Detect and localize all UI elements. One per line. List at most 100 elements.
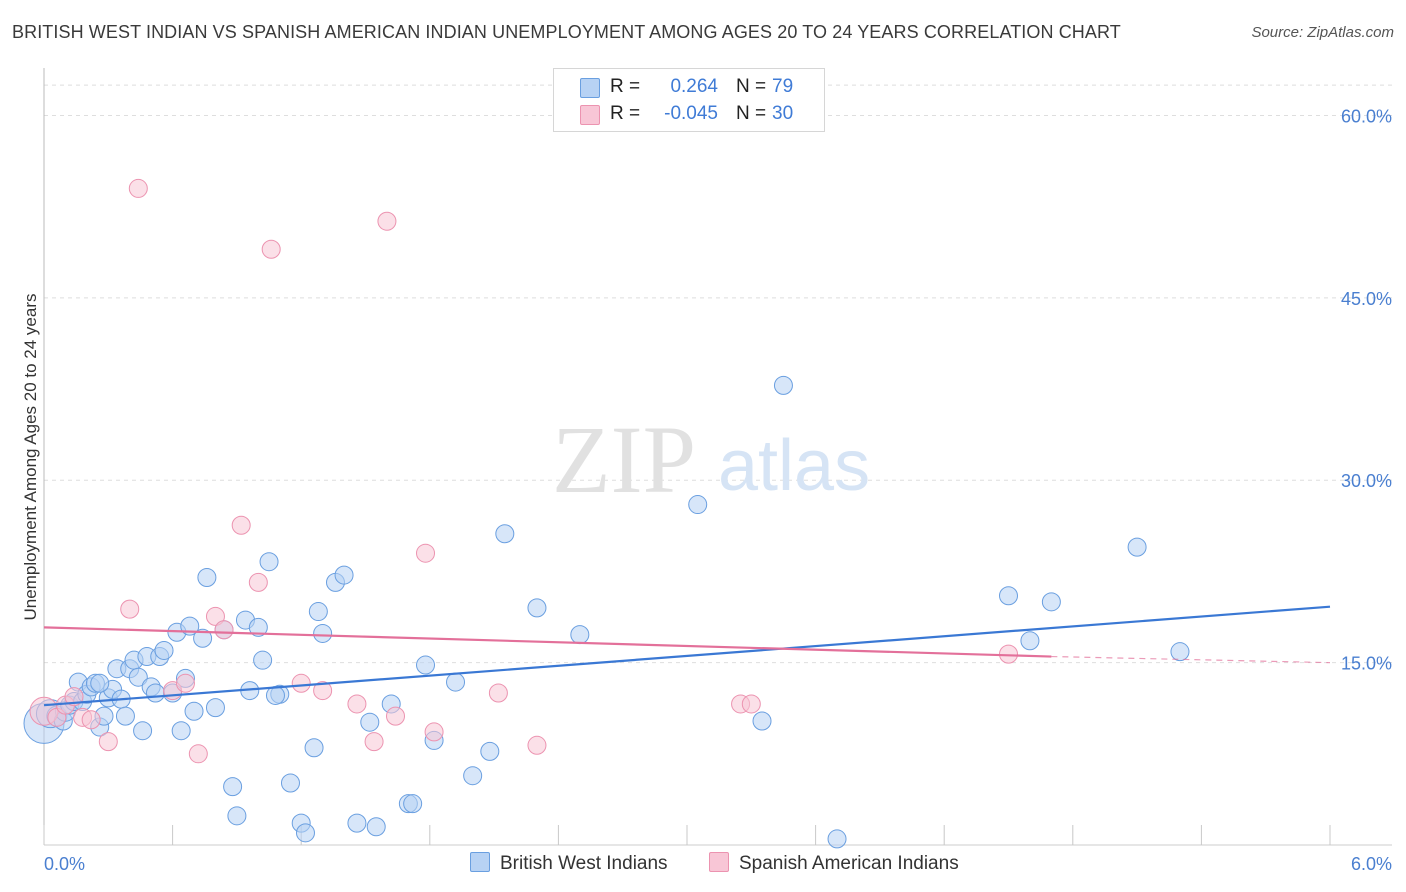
data-point: [377, 211, 397, 231]
data-point: [446, 672, 466, 692]
data-point: [295, 823, 315, 843]
data-point: [128, 178, 148, 198]
data-point: [527, 735, 547, 755]
data-point: [154, 640, 174, 660]
data-point: [64, 687, 84, 707]
data-point: [570, 625, 590, 645]
legend-swatch-pink: [709, 852, 729, 872]
legend-r-label: R =: [610, 103, 641, 124]
y-tick-label-0: 15.0%: [1341, 654, 1392, 674]
x-axis-ticks: [43, 825, 1331, 845]
data-point: [1020, 631, 1040, 651]
data-point: [741, 694, 761, 714]
legend-n-value: 30: [772, 103, 794, 124]
legend-n-label: N =: [736, 103, 767, 124]
data-point: [259, 552, 279, 572]
data-point: [827, 829, 847, 849]
data-point: [175, 673, 195, 693]
data-point: [253, 650, 273, 670]
data-point: [205, 606, 225, 626]
y-axis-label: Unemployment Among Ages 20 to 24 years: [21, 294, 40, 621]
y-tick-label-2: 45.0%: [1341, 289, 1392, 309]
data-point: [133, 721, 153, 741]
data-point: [773, 375, 793, 395]
data-point: [231, 515, 251, 535]
data-point: [223, 777, 243, 797]
x-tick-label-0: 0.0%: [44, 854, 85, 874]
series-legend: British West Indians Spanish American In…: [0, 850, 1406, 880]
legend-label: British West Indians: [500, 853, 668, 874]
data-point: [304, 738, 324, 758]
legend-label: Spanish American Indians: [739, 853, 959, 874]
data-point: [313, 681, 333, 701]
legend-item-spanish-american-indians[interactable]: Spanish American Indians: [709, 852, 959, 875]
data-point: [115, 706, 135, 726]
data-point: [265, 685, 285, 705]
watermark-atlas: atlas: [718, 426, 870, 506]
data-point: [334, 565, 354, 585]
legend-r-label: R =: [610, 76, 641, 97]
series-spanish-american-indians: [29, 178, 1018, 764]
data-point: [1041, 592, 1061, 612]
data-point: [280, 773, 300, 793]
watermark-zip: ZIP: [552, 406, 696, 513]
legend-item-british-west-indians[interactable]: British West Indians: [470, 852, 668, 875]
data-point: [188, 744, 208, 764]
legend-r-value: 0.264: [670, 76, 718, 97]
data-point: [193, 628, 213, 648]
data-point: [184, 701, 204, 721]
trend-line-pink: [43, 626, 1052, 658]
gridlines: [44, 84, 1392, 664]
data-point: [90, 673, 110, 693]
y-tick-label-3: 60.0%: [1341, 106, 1392, 126]
data-point: [424, 722, 444, 742]
data-point: [1127, 537, 1147, 557]
chart-source: Source: ZipAtlas.com: [1251, 24, 1394, 41]
legend-n-label: N =: [736, 76, 767, 97]
y-tick-label-1: 30.0%: [1341, 471, 1392, 491]
data-point: [688, 495, 708, 515]
data-point: [347, 813, 367, 833]
data-point: [403, 794, 423, 814]
legend-swatch-blue: [580, 78, 600, 98]
legend-r-value: -0.045: [664, 103, 718, 124]
legend-swatch-blue: [470, 852, 490, 872]
data-point: [463, 766, 483, 786]
data-point: [308, 602, 328, 622]
data-point: [98, 732, 118, 752]
data-point: [120, 599, 140, 619]
data-point: [227, 806, 247, 826]
data-point: [205, 698, 225, 718]
data-point: [488, 683, 508, 703]
data-point: [752, 711, 772, 731]
data-point: [145, 683, 165, 703]
legend-n-value: 79: [772, 76, 794, 97]
data-point: [416, 655, 436, 675]
data-point: [1170, 642, 1190, 662]
data-point: [261, 239, 281, 259]
data-point: [366, 817, 386, 837]
trend-line-pink-extension: [1051, 655, 1331, 664]
trend-lines: [43, 605, 1331, 707]
data-point: [495, 524, 515, 544]
data-point: [360, 712, 380, 732]
data-point: [527, 598, 547, 618]
correlation-legend: R = 0.264 N = 79 R = -0.045 N = 30: [553, 68, 825, 132]
data-point: [81, 710, 101, 730]
legend-row-pink: R = -0.045 N = 30: [554, 101, 824, 127]
data-point: [386, 706, 406, 726]
data-point: [364, 732, 384, 752]
data-point: [197, 568, 217, 588]
y-axis-ticks: 15.0% 30.0% 45.0% 60.0%: [1341, 106, 1392, 673]
data-point: [291, 673, 311, 693]
data-point: [313, 623, 333, 643]
trend-line-blue: [43, 605, 1331, 707]
data-point: [347, 694, 367, 714]
data-point: [416, 543, 436, 563]
x-tick-label-6: 6.0%: [1351, 854, 1392, 874]
data-point: [480, 741, 500, 761]
data-point: [128, 667, 148, 687]
data-point: [248, 617, 268, 637]
legend-swatch-pink: [580, 105, 600, 125]
